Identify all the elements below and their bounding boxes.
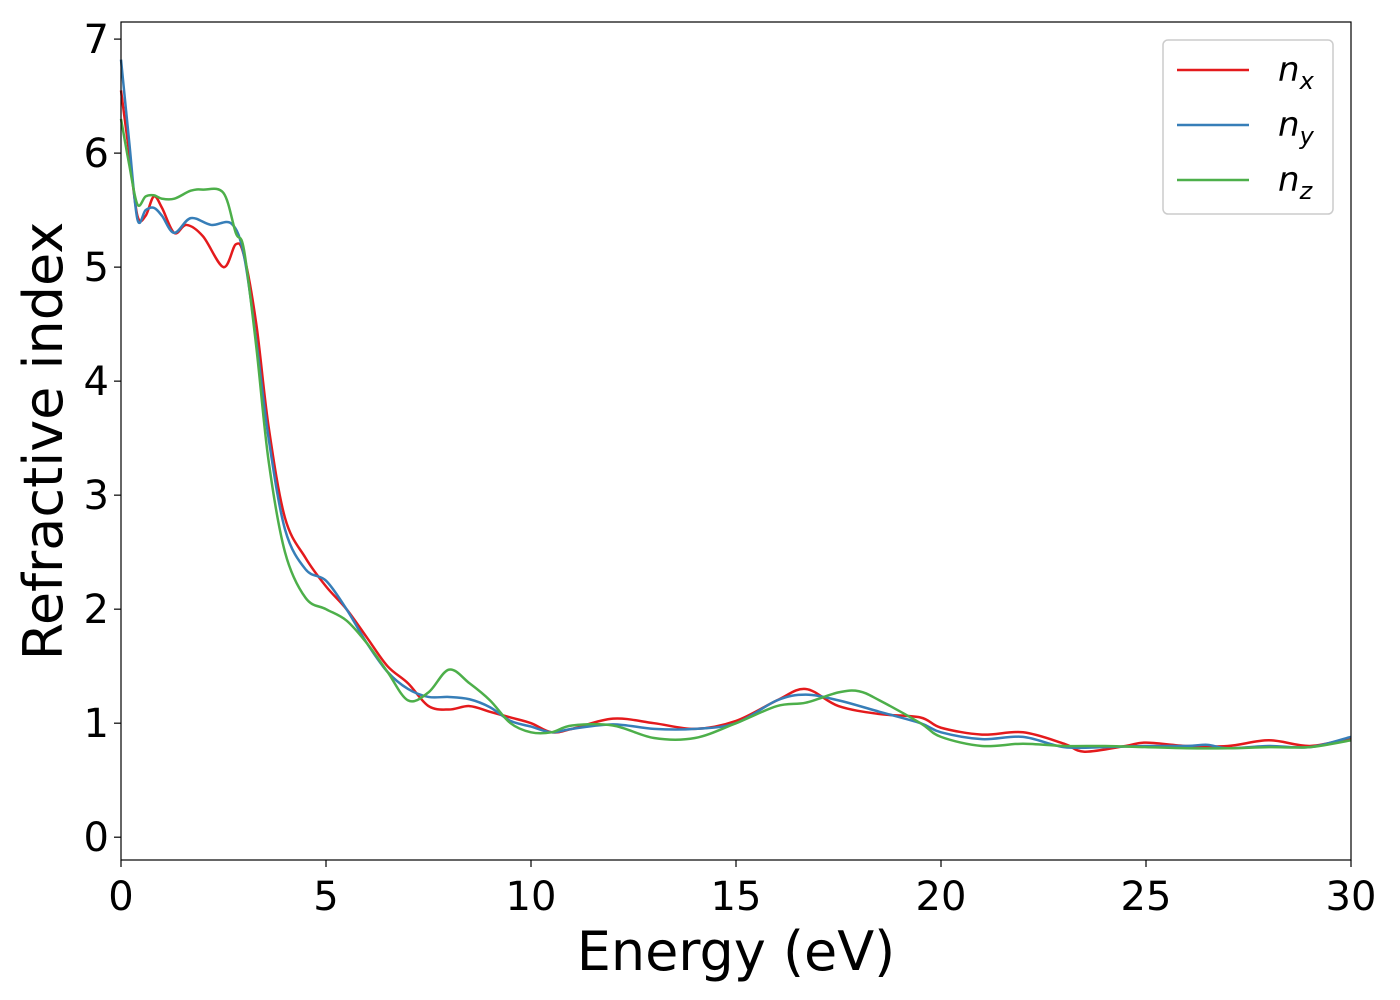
y-axis-label: Refractive index — [12, 222, 75, 661]
series-line-n-x — [119, 90, 1352, 753]
x-axis-label: Energy (eV) — [577, 920, 896, 983]
x-tick-label: 25 — [1121, 874, 1172, 920]
x-tick-label: 30 — [1326, 874, 1377, 920]
legend-subscript: z — [1299, 177, 1314, 205]
legend-subscript: x — [1299, 67, 1315, 95]
legend-box — [1162, 39, 1334, 215]
y-tick-label: 4 — [84, 359, 109, 405]
y-tick-label: 5 — [84, 245, 109, 291]
x-axis-ticks: 0 5 10 15 20 25 30 — [108, 860, 1376, 920]
y-tick-label: 2 — [84, 587, 109, 633]
legend-subscript: y — [1299, 122, 1315, 150]
series-line-n-z — [119, 118, 1352, 750]
y-tick-label: 7 — [84, 17, 109, 63]
x-tick-label: 15 — [711, 874, 762, 920]
y-axis-ticks: 0 1 2 3 4 5 6 7 — [84, 17, 121, 861]
y-tick-label: 1 — [84, 701, 109, 747]
y-tick-label: 3 — [84, 473, 109, 519]
x-tick-label: 20 — [916, 874, 967, 920]
series-layer — [119, 59, 1352, 753]
x-tick-label: 5 — [313, 874, 338, 920]
y-tick-label: 0 — [84, 815, 109, 861]
y-tick-label: 6 — [84, 131, 109, 177]
x-tick-label: 0 — [108, 874, 133, 920]
x-tick-label: 10 — [506, 874, 557, 920]
